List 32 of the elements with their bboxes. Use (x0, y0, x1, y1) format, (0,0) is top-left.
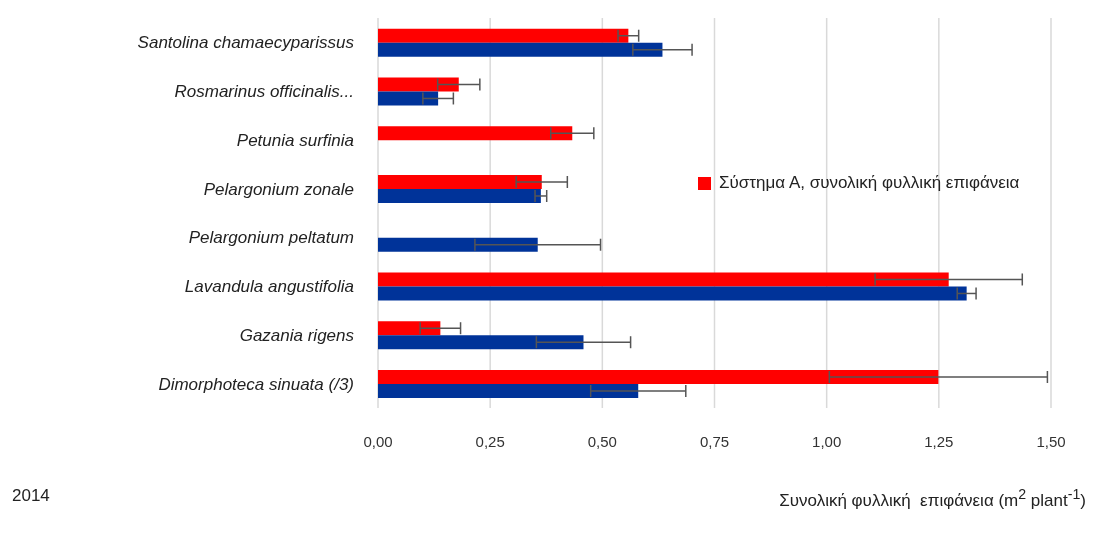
x-tick-label: 0,50 (587, 432, 617, 450)
x-tick-label: 1,25 (924, 432, 954, 450)
bar (378, 174, 542, 189)
x-tick-label: 1,50 (1036, 432, 1066, 450)
legend-label: Σύστημα Α, συνολική φυλλική επιφάνεια (719, 172, 1020, 194)
bar (378, 77, 459, 92)
text: 2014 (12, 486, 50, 506)
bar (378, 237, 538, 252)
bar (378, 91, 439, 106)
bar (378, 272, 949, 287)
bar (378, 335, 584, 350)
bar (378, 28, 629, 43)
bar (378, 188, 541, 203)
x-tick-label: 0,75 (699, 432, 730, 450)
x-axis-title: Συνολική φυλλική επιφάνεια (m$^{2}$ plant$^{-1}$) (779, 486, 1086, 511)
y-tick-label: Santolina chamaecyparissus (137, 33, 355, 53)
y-tick-label: Pelargonium peltatum (188, 228, 354, 248)
y-tick-label: Rosmarinus officinalis... (174, 82, 354, 102)
bar (378, 369, 939, 384)
bar (378, 383, 639, 398)
x-tick-label: 0,00 (363, 432, 393, 450)
x-tick-label: 1,00 (812, 432, 842, 450)
bar (378, 126, 573, 141)
y-tick-label: Lavandula angustifolia (184, 277, 354, 297)
bar (378, 286, 967, 301)
bar (378, 321, 441, 336)
y-tick-label: Dimorphoteca sinuata (/3) (158, 374, 354, 394)
bar (378, 42, 663, 57)
y-tick-label: Pelargonium zonale (203, 179, 354, 199)
y-tick-label: Petunia surfinia (236, 130, 354, 150)
y-tick-label: Gazania rigens (239, 325, 355, 345)
x-tick-label: 0,25 (475, 432, 505, 450)
